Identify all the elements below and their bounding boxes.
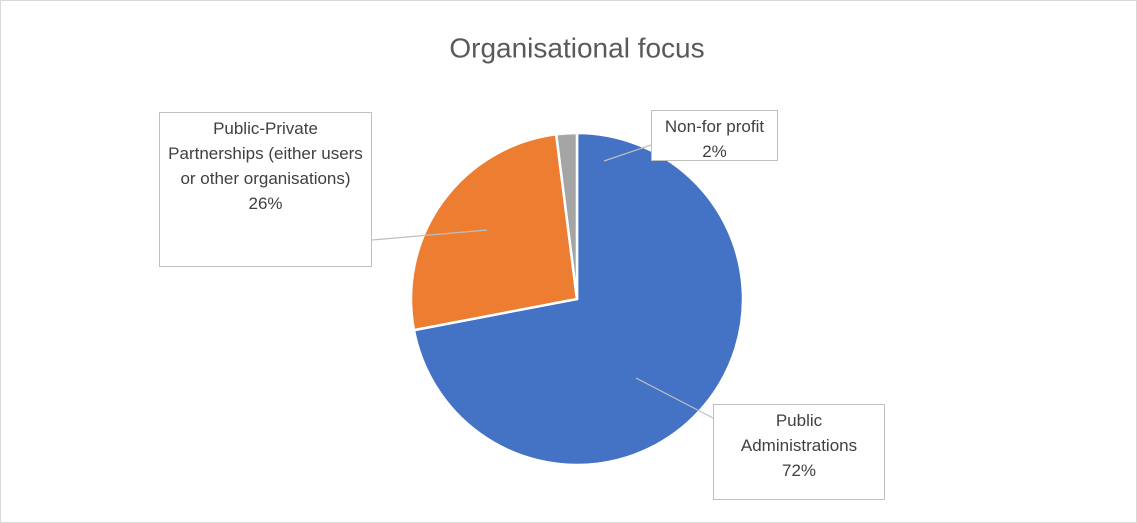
chart-title: Organisational focus <box>449 32 704 63</box>
pie-slice <box>412 131 745 467</box>
leader-line <box>603 144 652 162</box>
data-label: Non-for profit 2% <box>651 110 778 161</box>
category-label: Public-Private Partnerships (either user… <box>168 119 363 188</box>
leader-line <box>371 229 488 241</box>
value-label: 72% <box>781 461 817 480</box>
data-label: Public Administrations 72% <box>713 404 885 500</box>
value-label: 2% <box>702 142 727 161</box>
pie-slice <box>554 131 579 300</box>
pie-slice <box>409 132 579 332</box>
data-label: Public-Private Partnerships (either user… <box>159 112 372 267</box>
leader-line <box>635 377 714 419</box>
category-label: Non-for profit <box>664 117 765 136</box>
category-label: Public Administrations <box>740 411 858 455</box>
value-label: 26% <box>248 194 283 213</box>
